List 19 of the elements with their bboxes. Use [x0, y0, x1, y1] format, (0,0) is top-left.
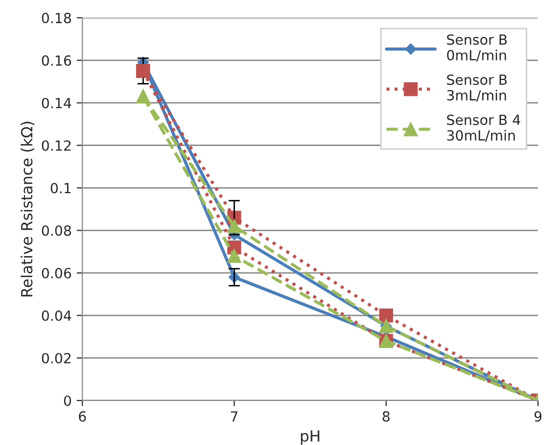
y-tick-label: 0.16	[42, 55, 72, 66]
y-tick-label: 0.08	[42, 225, 71, 236]
y-tick-label: 0.14	[42, 98, 72, 108]
x-tick-label: 7	[230, 411, 238, 422]
x-axis-title: pH	[300, 430, 320, 445]
y-tick-label: 0.04	[42, 310, 72, 321]
y-tick-label: 0.1	[50, 182, 71, 194]
legend-label: Sensor B 0mL/min	[447, 34, 507, 62]
y-tick-label: 0.18	[42, 12, 71, 24]
y-axis-title: Relative Rsistance (kΩ)	[20, 122, 34, 296]
y-tick-label: 0.12	[42, 140, 71, 151]
x-tick-label: 8	[382, 411, 390, 422]
y-tick-label: 0.02	[42, 352, 71, 364]
y-tick-label: 0	[64, 395, 72, 406]
x-tick-label: 6	[78, 411, 86, 422]
legend-label: Sensor B 4 30mL/min	[447, 114, 520, 142]
x-tick-label: 9	[534, 411, 542, 422]
legend-label: Sensor B 3mL/min	[447, 74, 507, 102]
y-tick-label: 0.06	[42, 268, 72, 278]
